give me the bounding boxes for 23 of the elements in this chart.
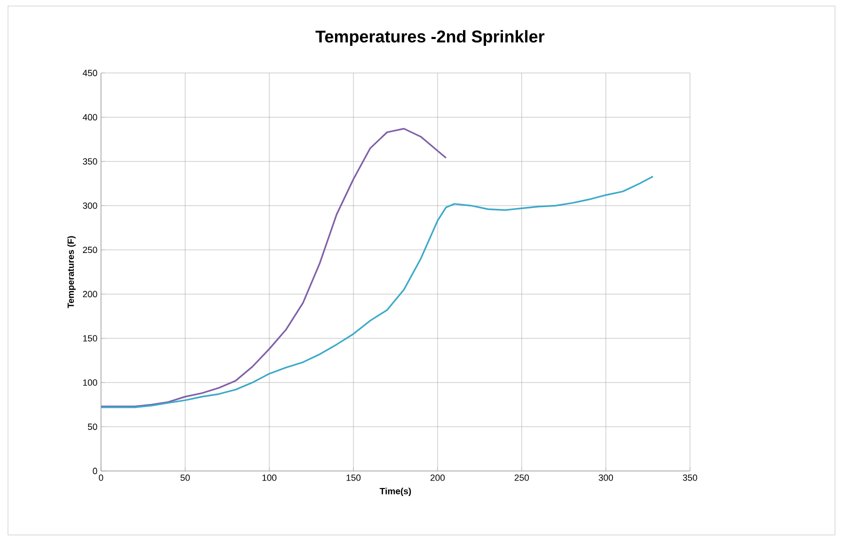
y-tick-label: 100 — [83, 379, 98, 386]
chart-title: Temperatures -2nd Sprinkler — [316, 30, 544, 46]
y-tick-label: 50 — [88, 424, 98, 430]
line-series — [101, 128, 447, 408]
y-tick-label: 400 — [82, 114, 98, 120]
x-tick-label: 0 — [98, 474, 104, 481]
x-axis-title: Time(s) — [380, 488, 411, 496]
y-tick-label: 450 — [82, 70, 98, 76]
line-series — [101, 176, 654, 408]
y-tick-label: 300 — [82, 202, 98, 209]
x-tick-label: 350 — [682, 474, 698, 481]
x-tick-label: 50 — [180, 474, 190, 481]
y-tick-label: 0 — [92, 468, 98, 474]
x-tick-label: 100 — [262, 474, 276, 481]
y-tick-label: 350 — [82, 158, 98, 165]
y-tick-label: 250 — [82, 246, 98, 254]
x-tick-label: 300 — [598, 474, 613, 481]
x-tick-label: 150 — [346, 474, 361, 481]
y-axis-title: Temperatures (F) — [67, 236, 76, 308]
x-tick-label: 250 — [514, 474, 529, 481]
x-tick-label: 200 — [430, 474, 445, 481]
y-tick-label: 200 — [82, 290, 98, 298]
y-tick-label: 150 — [83, 335, 98, 342]
